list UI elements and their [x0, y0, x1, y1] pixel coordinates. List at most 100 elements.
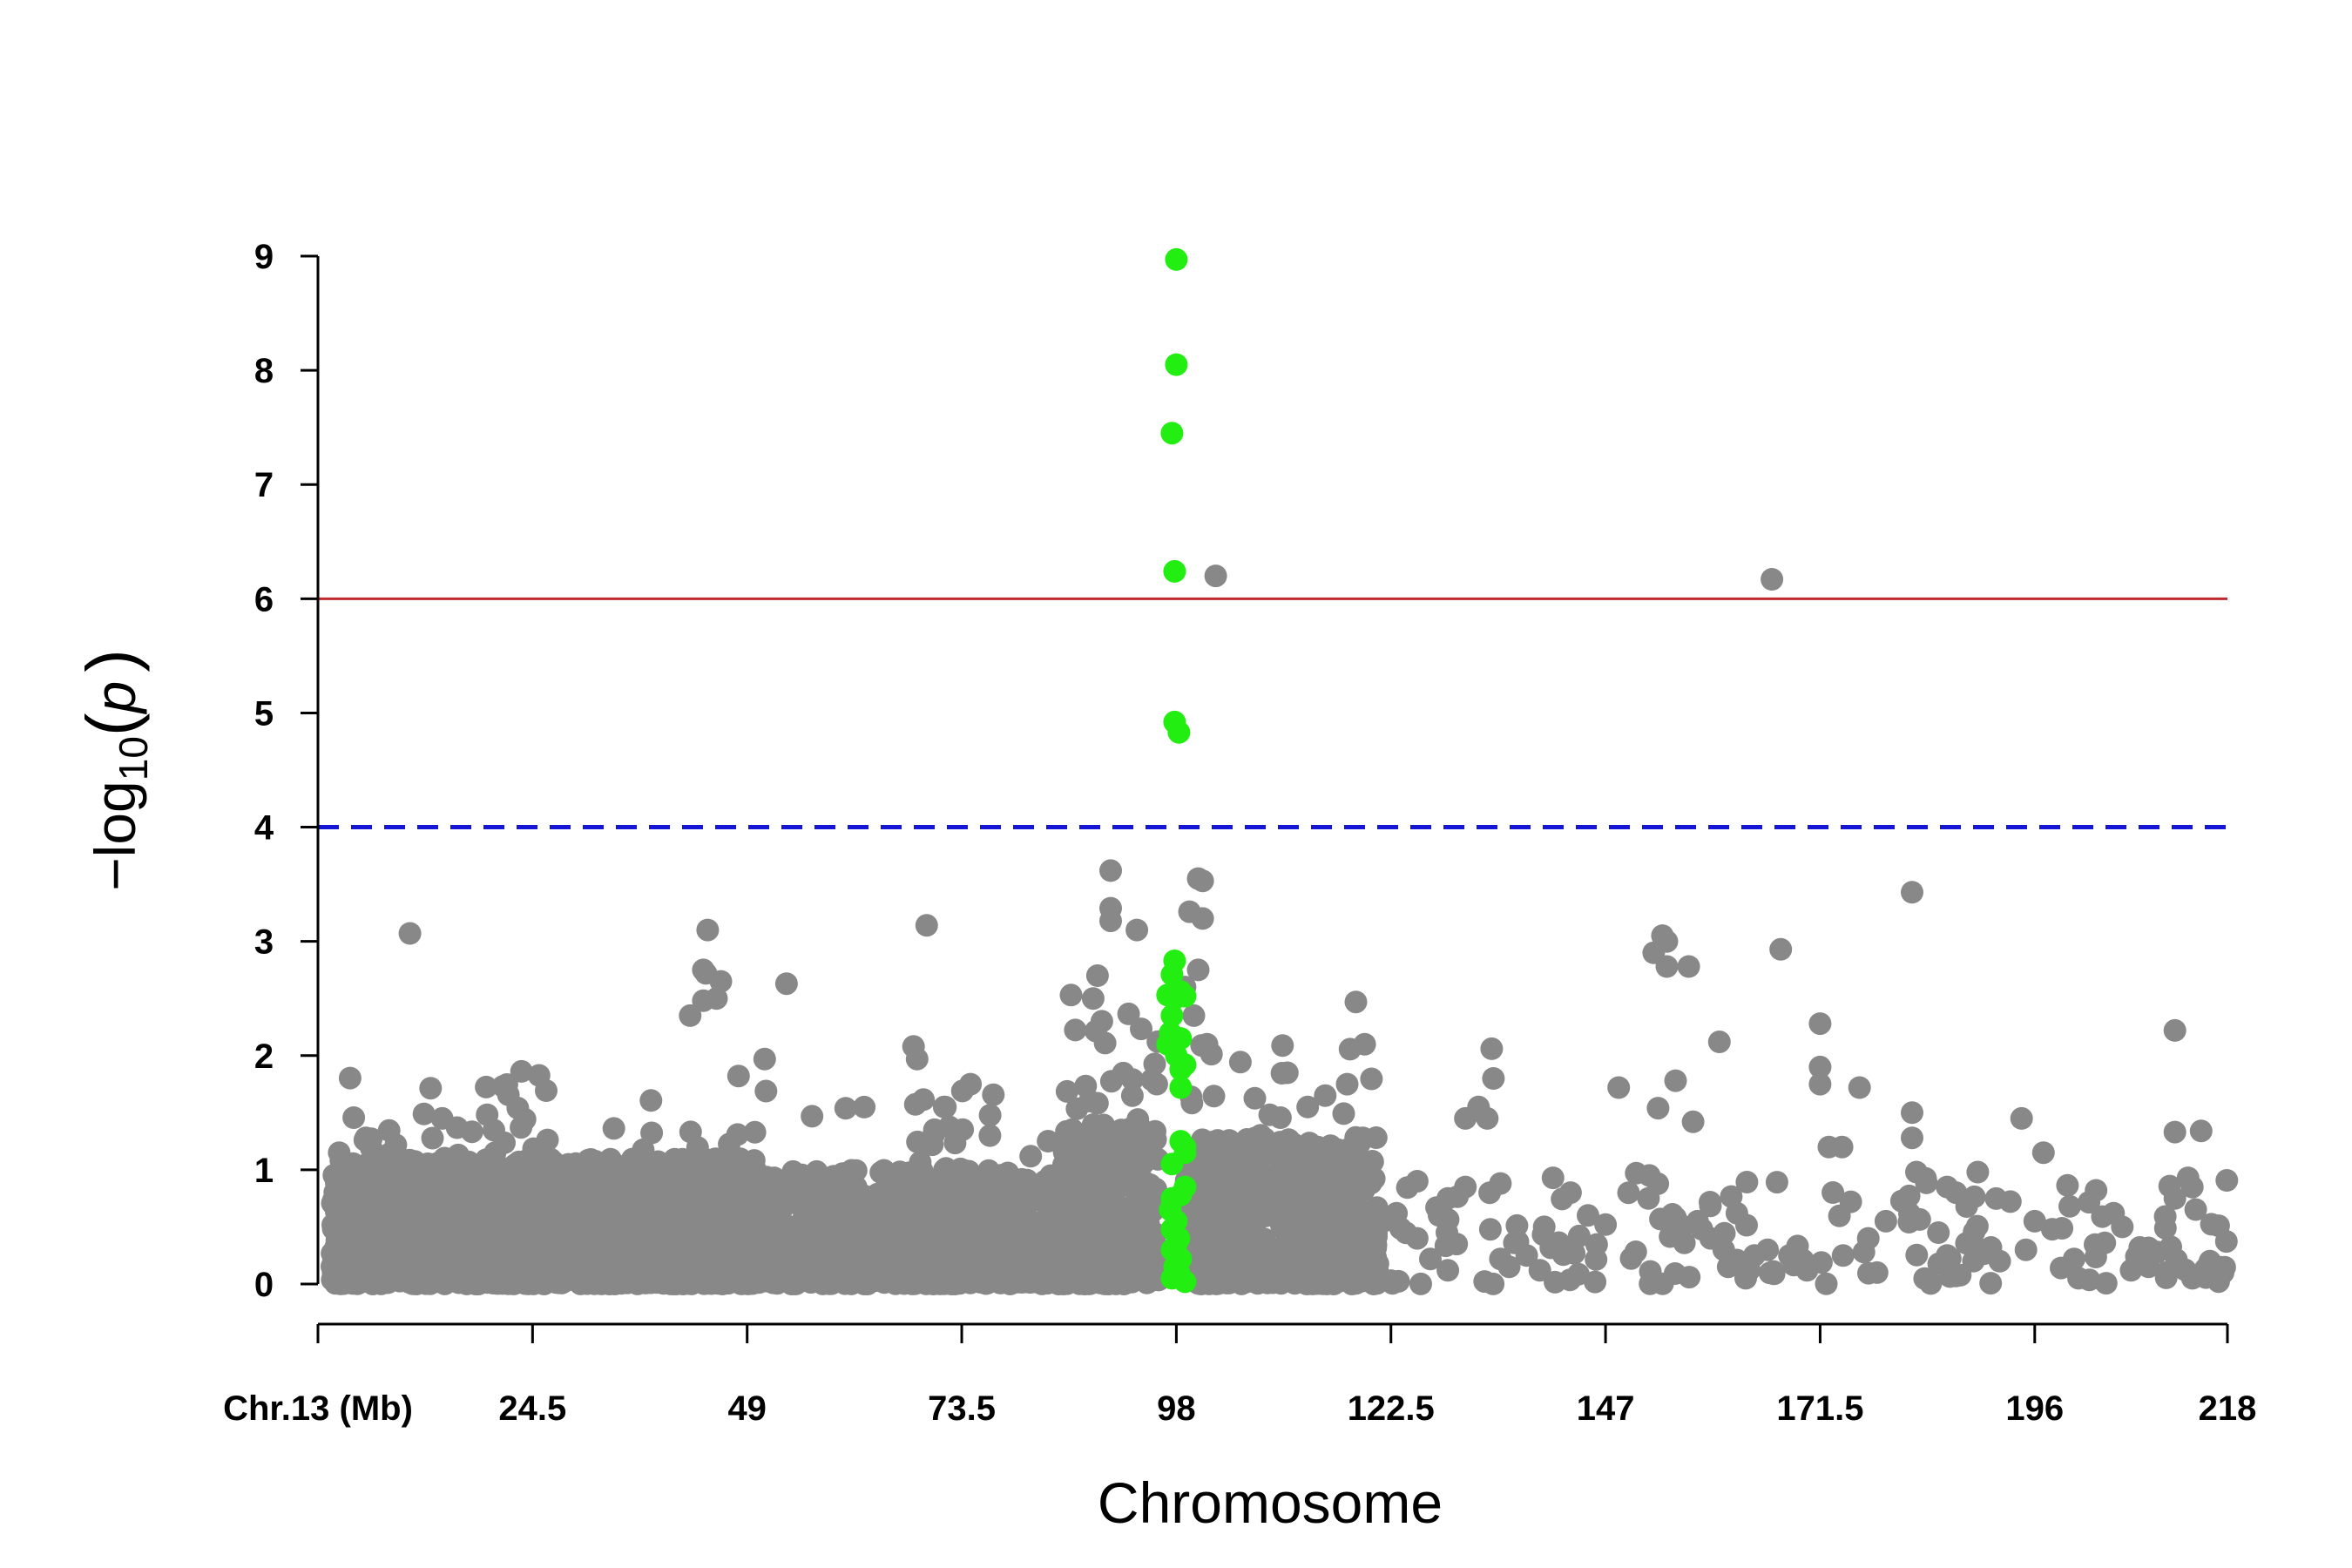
snp-point: [644, 1162, 667, 1186]
snp-point: [1125, 918, 1149, 942]
snp-point: [1099, 859, 1122, 882]
snp-point: [652, 1219, 675, 1242]
snp-point: [2119, 1259, 2143, 1282]
snp-point: [834, 1097, 857, 1120]
snp-point: [646, 1183, 670, 1206]
snp-point: [1673, 1231, 1696, 1254]
snp-point: [1646, 1097, 1670, 1120]
snp-point: [571, 1194, 595, 1218]
x-tick-label: 218: [2199, 1389, 2257, 1428]
snp-point: [344, 1265, 367, 1288]
snp-point: [1677, 955, 1700, 978]
snp-point: [880, 1191, 903, 1213]
snp-point: [1584, 1270, 1607, 1294]
snp-point: [692, 989, 715, 1012]
snp-point: [1099, 909, 1122, 933]
snp-point: [433, 1146, 456, 1170]
snp-point: [1528, 1259, 1551, 1282]
snp-point: [696, 918, 720, 942]
snp-point: [853, 1095, 876, 1119]
snp-point: [801, 1105, 824, 1128]
snp-point: [1765, 1171, 1788, 1194]
snp-point: [1927, 1221, 1950, 1244]
snp-point: [1988, 1249, 2011, 1273]
snp-point: [1054, 1133, 1078, 1156]
snp-point: [1908, 1207, 1931, 1231]
snp-point: [1436, 1186, 1460, 1210]
snp-point: [709, 970, 733, 993]
snp-point: [978, 1124, 1002, 1147]
y-title-subscript: 10: [111, 736, 156, 781]
snp-point: [449, 1178, 473, 1201]
snp-point: [1637, 1186, 1660, 1210]
snp-point: [1221, 1229, 1245, 1253]
snp-point: [558, 1230, 582, 1253]
snp-point: [909, 1151, 932, 1174]
snp-point: [419, 1077, 443, 1100]
snp-point: [1215, 1132, 1239, 1156]
snp-point: [1353, 1032, 1376, 1056]
snp-point: [1663, 1262, 1686, 1285]
snp-point: [610, 1254, 633, 1277]
snp-point: [366, 1159, 389, 1183]
snp-point: [640, 1121, 664, 1145]
y-title-close-paren: ): [72, 649, 150, 672]
snp-point: [357, 1247, 381, 1271]
snp-point: [1079, 1217, 1103, 1240]
y-tick-label: 7: [254, 466, 274, 504]
snp-point: [1195, 1032, 1219, 1056]
snp-point: [1966, 1160, 1990, 1184]
snp-point: [1405, 1227, 1429, 1250]
snp-point: [850, 1241, 874, 1265]
snp-point: [336, 1234, 360, 1258]
y-tick-label: 6: [254, 580, 274, 618]
x-tick-label: 196: [2005, 1389, 2064, 1428]
x-tick-label: 171.5: [1776, 1389, 1863, 1428]
snp-point: [760, 1263, 783, 1287]
snp-point: [1296, 1095, 1320, 1119]
snp-point: [1830, 1135, 1854, 1159]
snp-point: [1617, 1181, 1640, 1205]
snp-point: [582, 1250, 605, 1274]
snp-point: [1065, 1097, 1089, 1120]
snp-point: [915, 914, 938, 937]
snp-point: [1186, 958, 1210, 982]
snp-point: [1815, 1272, 1838, 1295]
snp-point: [1913, 1267, 1936, 1290]
y-tick-label: 9: [254, 238, 274, 276]
highlight-snp-point: [1165, 1233, 1188, 1256]
snp-point: [2137, 1255, 2160, 1279]
snp-point: [1098, 1217, 1122, 1240]
snp-point: [1436, 1259, 1460, 1282]
snp-point: [1031, 1190, 1054, 1213]
snp-point: [784, 1252, 808, 1275]
snp-point: [639, 1089, 663, 1112]
snp-point: [1638, 1164, 1661, 1187]
snp-point: [338, 1066, 362, 1090]
snp-point: [1778, 1244, 1801, 1267]
snp-point: [2207, 1214, 2230, 1238]
snp-point: [497, 1083, 520, 1106]
snp-point: [2040, 1218, 2064, 1241]
snp-point: [717, 1162, 740, 1186]
snp-point: [1314, 1084, 1337, 1107]
snp-point: [1202, 1085, 1226, 1108]
snp-point: [1761, 568, 1784, 591]
snp-point: [2067, 1267, 2091, 1290]
snp-point: [1681, 1110, 1705, 1133]
x-tick-label: 73.5: [928, 1389, 996, 1428]
snp-point: [765, 1219, 788, 1242]
snp-point: [1283, 1174, 1307, 1198]
snp-point: [1130, 1174, 1153, 1198]
snp-point: [754, 1079, 778, 1103]
y-tick-label: 5: [254, 694, 274, 733]
snp-point: [1544, 1270, 1567, 1294]
snp-point: [1275, 1061, 1299, 1085]
snp-point: [1315, 1225, 1339, 1248]
snp-point: [1361, 1150, 1384, 1173]
snp-point: [493, 1131, 516, 1154]
snp-point: [390, 1222, 414, 1246]
snp-point: [1078, 1168, 1102, 1192]
snp-point: [1607, 1076, 1631, 1099]
snp-point: [2153, 1216, 2177, 1240]
